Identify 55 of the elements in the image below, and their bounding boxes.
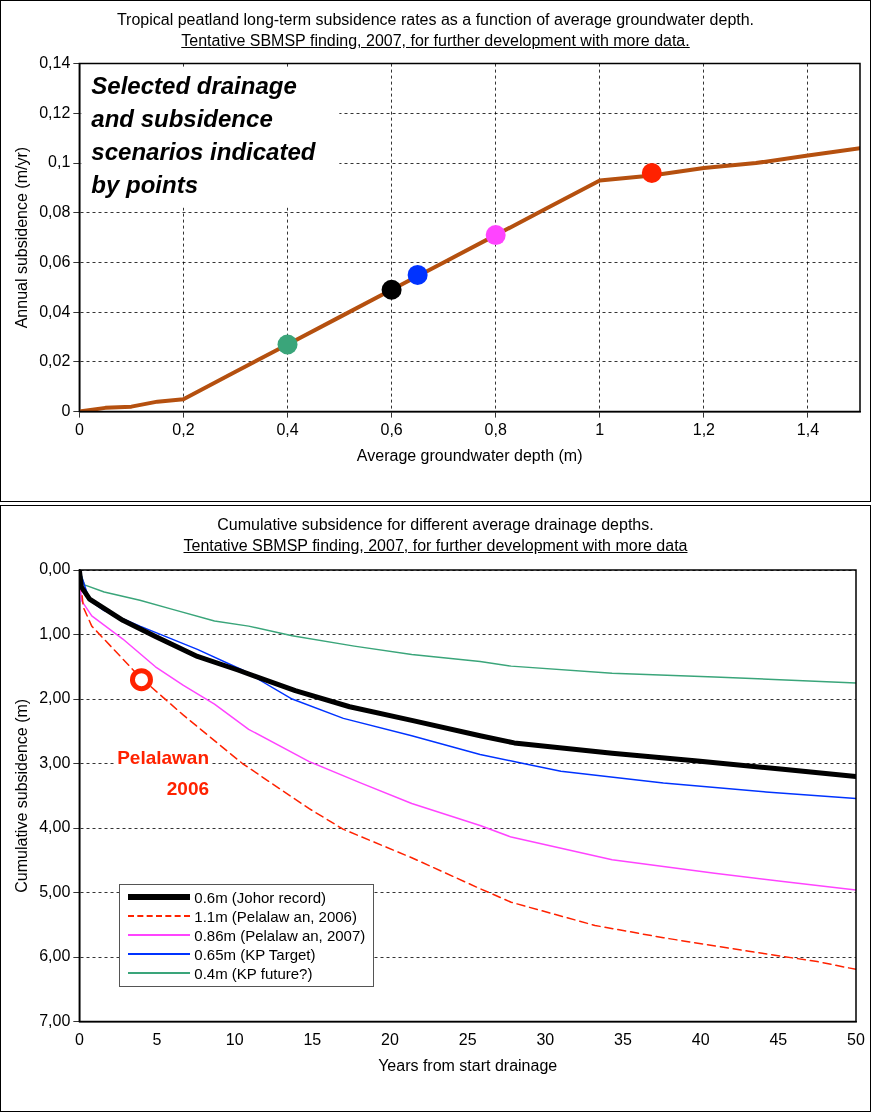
y-tick-label: 2,00 bbox=[39, 689, 71, 707]
y-axis-title: Annual subsidence (m/yr) bbox=[13, 146, 31, 329]
y-tick-label: 0,00 bbox=[39, 560, 71, 578]
y-axis-title: Cumulative subsidence (m) bbox=[13, 698, 31, 893]
y-tick-label: 0,04 bbox=[39, 302, 71, 320]
y-tick-label: 7,00 bbox=[39, 1012, 71, 1030]
annotation: Pelalawan 2006 bbox=[117, 747, 210, 800]
x-tick-label: 1 bbox=[595, 420, 605, 438]
x-tick-label: 1,2 bbox=[692, 420, 716, 438]
y-tick-label: 5,00 bbox=[39, 882, 71, 900]
x-tick-label: 0,4 bbox=[276, 420, 299, 438]
y-tick-label: 6,00 bbox=[39, 947, 71, 965]
x-tick-label: 20 bbox=[381, 1030, 399, 1048]
x-tick-label: 0 bbox=[74, 1030, 84, 1048]
y-tick-label: 0,06 bbox=[39, 252, 71, 270]
point bbox=[641, 162, 662, 183]
legend-label: 0.4m (KP future?) bbox=[194, 964, 313, 982]
chart-subtitle: Tentative SBMSP finding, 2007, for further development with more data bbox=[182, 536, 689, 556]
x-tick-label: 5 bbox=[152, 1030, 162, 1048]
y-tick-label: 0,1 bbox=[48, 153, 71, 171]
chart-subtitle: Tentative SBMSP finding, 2007, for further development with more data. bbox=[180, 31, 691, 51]
x-tick-label: 35 bbox=[614, 1030, 632, 1048]
annotation: Selected drainage and subsidence scenarios indicated by points bbox=[91, 71, 317, 198]
x-tick-label: 0,6 bbox=[380, 420, 403, 438]
legend-label: 1.1m (Pelalaw an, 2006) bbox=[194, 907, 357, 925]
y-tick-label: 0,08 bbox=[39, 203, 71, 221]
x-tick-label: 0,8 bbox=[484, 420, 507, 438]
y-tick-label: 0 bbox=[61, 402, 71, 420]
chart-title: Cumulative subsidence for different average drainage depths. bbox=[216, 515, 655, 535]
y-tick-label: 4,00 bbox=[39, 818, 71, 836]
point bbox=[407, 264, 428, 285]
point bbox=[381, 279, 402, 300]
point bbox=[277, 334, 298, 355]
x-tick-label: 10 bbox=[225, 1030, 244, 1048]
x-tick-label: 0,2 bbox=[172, 420, 195, 438]
x-axis-title: Years from start drainage bbox=[378, 1056, 558, 1074]
chart-title: Tropical peatland long-term subsidence rates as a function of average groundwater depth. bbox=[115, 10, 756, 30]
y-tick-label: 0,02 bbox=[39, 352, 71, 370]
x-tick-label: 15 bbox=[303, 1030, 322, 1048]
y-tick-label: 0,12 bbox=[39, 103, 71, 121]
legend-label: 0.65m (KP Target) bbox=[194, 945, 316, 963]
x-tick-label: 30 bbox=[536, 1030, 555, 1048]
point bbox=[485, 225, 506, 246]
legend-label: 0.86m (Pelalaw an, 2007) bbox=[194, 926, 366, 944]
y-tick-label: 3,00 bbox=[39, 753, 71, 771]
x-tick-label: 25 bbox=[458, 1030, 477, 1048]
x-tick-label: 45 bbox=[769, 1030, 788, 1048]
legend-label: 0.6m (Johor record) bbox=[194, 888, 327, 906]
x-tick-label: 0 bbox=[74, 420, 84, 438]
y-tick-label: 1,00 bbox=[39, 624, 71, 642]
y-tick-label: 0,14 bbox=[39, 54, 71, 72]
x-tick-label: 1,4 bbox=[796, 420, 820, 438]
x-tick-label: 50 bbox=[847, 1030, 865, 1048]
x-tick-label: 40 bbox=[691, 1030, 710, 1048]
x-axis-title: Average groundwater depth (m) bbox=[356, 446, 583, 464]
